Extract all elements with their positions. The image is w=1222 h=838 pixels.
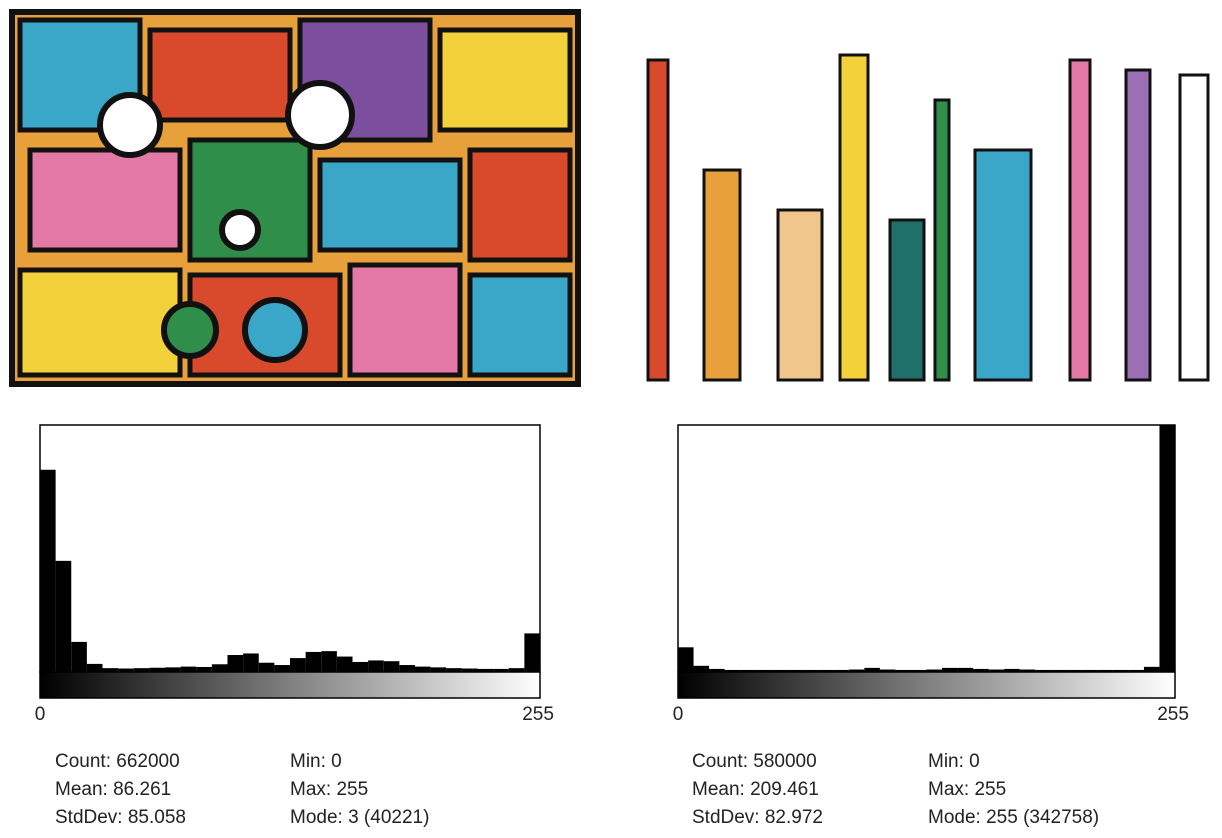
- gray-ramp: [677, 671, 1176, 699]
- histogram-bar: [771, 669, 787, 672]
- histogram-bar: [149, 667, 165, 672]
- histogram-bar: [1159, 425, 1175, 672]
- histogram-bar: [243, 653, 259, 672]
- histogram-bar: [71, 641, 87, 672]
- histogram-bar: [321, 651, 337, 672]
- histogram-bar: [988, 669, 1005, 672]
- histogram-bar: [1035, 669, 1051, 672]
- histogram-bar: [1097, 669, 1113, 672]
- histogram-bar: [910, 669, 927, 672]
- totem-image: [646, 53, 1210, 382]
- stat-line: Min: 0: [290, 751, 342, 772]
- histogram-bar: [942, 667, 958, 672]
- histogram-bar: [55, 560, 72, 672]
- histogram-bar: [678, 647, 694, 672]
- histogram-bar: [755, 669, 772, 672]
- histogram-bar: [957, 667, 974, 672]
- histogram-bar: [508, 668, 525, 672]
- stat-line: Max: 255: [928, 779, 1006, 800]
- histogram-bar: [211, 664, 228, 672]
- histogram-bar: [724, 669, 741, 672]
- histogram-bar: [786, 669, 803, 672]
- histogram-bar: [1004, 668, 1020, 672]
- histogram-bar: [133, 668, 150, 672]
- histogram-bar: [895, 669, 911, 672]
- histogram-bar: [973, 668, 989, 672]
- stat-line: StdDev: 82.972: [692, 807, 823, 828]
- histogram-bar: [40, 469, 56, 672]
- stat-line: Count: 662000: [55, 751, 180, 772]
- stat-line: Mode: 3 (40221): [290, 807, 429, 828]
- plot-frame: [39, 424, 541, 673]
- histogram-bar: [1066, 669, 1082, 672]
- histogram-bar: [802, 669, 818, 672]
- histogram-bar: [383, 661, 400, 672]
- histogram-bar: [1019, 669, 1036, 672]
- stat-line: Mode: 255 (342758): [928, 807, 1099, 828]
- stat-line: Mean: 209.461: [692, 779, 819, 800]
- histogram-bar: [102, 668, 119, 672]
- stat-line: Max: 255: [290, 779, 368, 800]
- histogram-bar: [817, 669, 834, 672]
- gray-ramp: [39, 671, 541, 699]
- histogram-bar: [180, 666, 197, 672]
- histogram-bar: [399, 665, 415, 672]
- histogram-bar: [258, 662, 275, 672]
- x-tick-label: 0: [673, 704, 684, 725]
- histogram-bar: [430, 667, 447, 672]
- histogram-bar: [493, 668, 509, 672]
- histogram-bar: [524, 633, 540, 672]
- histogram-bar: [274, 665, 290, 672]
- x-tick-label: 255: [1157, 704, 1189, 725]
- histogram-bar: [833, 669, 849, 672]
- histogram-bar: [1143, 666, 1160, 672]
- plot-frame: [677, 424, 1176, 673]
- stat-line: Mean: 86.261: [55, 779, 171, 800]
- histogram-bar: [709, 668, 725, 672]
- histogram-bar: [477, 668, 494, 672]
- histogram-bar: [336, 656, 353, 672]
- histogram-bar: [1081, 669, 1098, 672]
- histogram-bar: [1112, 669, 1129, 672]
- histogram-bar: [864, 667, 880, 672]
- x-tick-label: 0: [35, 704, 46, 725]
- histogram-bar: [693, 665, 710, 672]
- histogram-bar: [926, 669, 943, 672]
- histogram-bar: [196, 666, 212, 672]
- histogram-bar: [227, 655, 244, 672]
- histogram-bar: [165, 667, 181, 672]
- histogram-bar: [1128, 669, 1144, 672]
- x-tick-label: 255: [522, 704, 554, 725]
- histogram-bar: [1050, 669, 1067, 672]
- histogram-bar: [879, 669, 896, 672]
- histogram-bar: [415, 666, 431, 672]
- histogram-bar: [740, 669, 756, 672]
- histogram-bar: [86, 663, 103, 672]
- histogram-bar: [305, 651, 322, 672]
- histogram-bar: [368, 660, 384, 672]
- histogram-bar: [352, 661, 369, 672]
- stat-line: StdDev: 85.058: [55, 807, 186, 828]
- stat-line: Min: 0: [928, 751, 980, 772]
- bars: [40, 469, 540, 672]
- histogram-bar: [118, 668, 134, 672]
- bars: [678, 425, 1175, 672]
- histogram-bar: [290, 658, 306, 672]
- artwork-image: [9, 9, 581, 387]
- histogram-bar: [461, 668, 478, 672]
- histogram-bar: [848, 669, 865, 672]
- stat-line: Count: 580000: [692, 751, 817, 772]
- histogram-bar: [446, 668, 462, 672]
